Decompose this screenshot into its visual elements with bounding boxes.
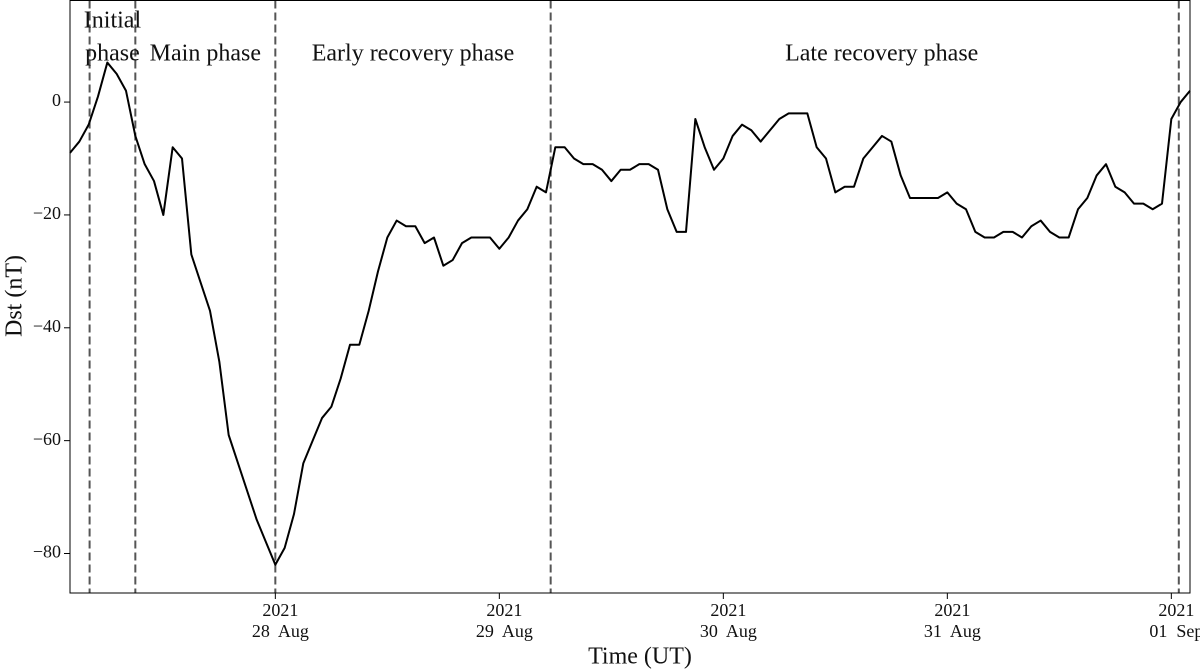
x-tick-label: 30 Aug: [700, 621, 757, 641]
x-tick-label: 31 Aug: [924, 621, 981, 641]
phase-label: Early recovery phase: [312, 41, 515, 67]
phase-label: phase: [85, 41, 140, 67]
y-tick-label: −20: [33, 203, 61, 223]
x-tick-label: 28 Aug: [252, 621, 309, 641]
x-tick-label: 29 Aug: [476, 621, 533, 641]
y-tick-label: 0: [52, 90, 61, 110]
x-tick-label: 01 Sep: [1149, 621, 1200, 641]
phase-label: Initial: [84, 8, 142, 34]
data-line: [69, 61, 1191, 566]
x-axis-label: Time (UT): [588, 644, 692, 670]
y-axis-label: Dst (nT): [2, 255, 28, 337]
x-tick-label: 2021: [262, 600, 298, 620]
phase-label: Late recovery phase: [785, 41, 978, 67]
phase-label: Main phase: [150, 41, 261, 67]
plot-frame: [69, 0, 1191, 594]
x-tick-label: 2021: [486, 600, 522, 620]
y-tick-label: −60: [33, 429, 61, 449]
x-tick-label: 2021: [1158, 600, 1194, 620]
y-tick-label: −80: [33, 542, 61, 562]
y-tick-label: −40: [33, 316, 61, 336]
x-tick-label: 2021: [934, 600, 970, 620]
x-tick-label: 2021: [710, 600, 746, 620]
